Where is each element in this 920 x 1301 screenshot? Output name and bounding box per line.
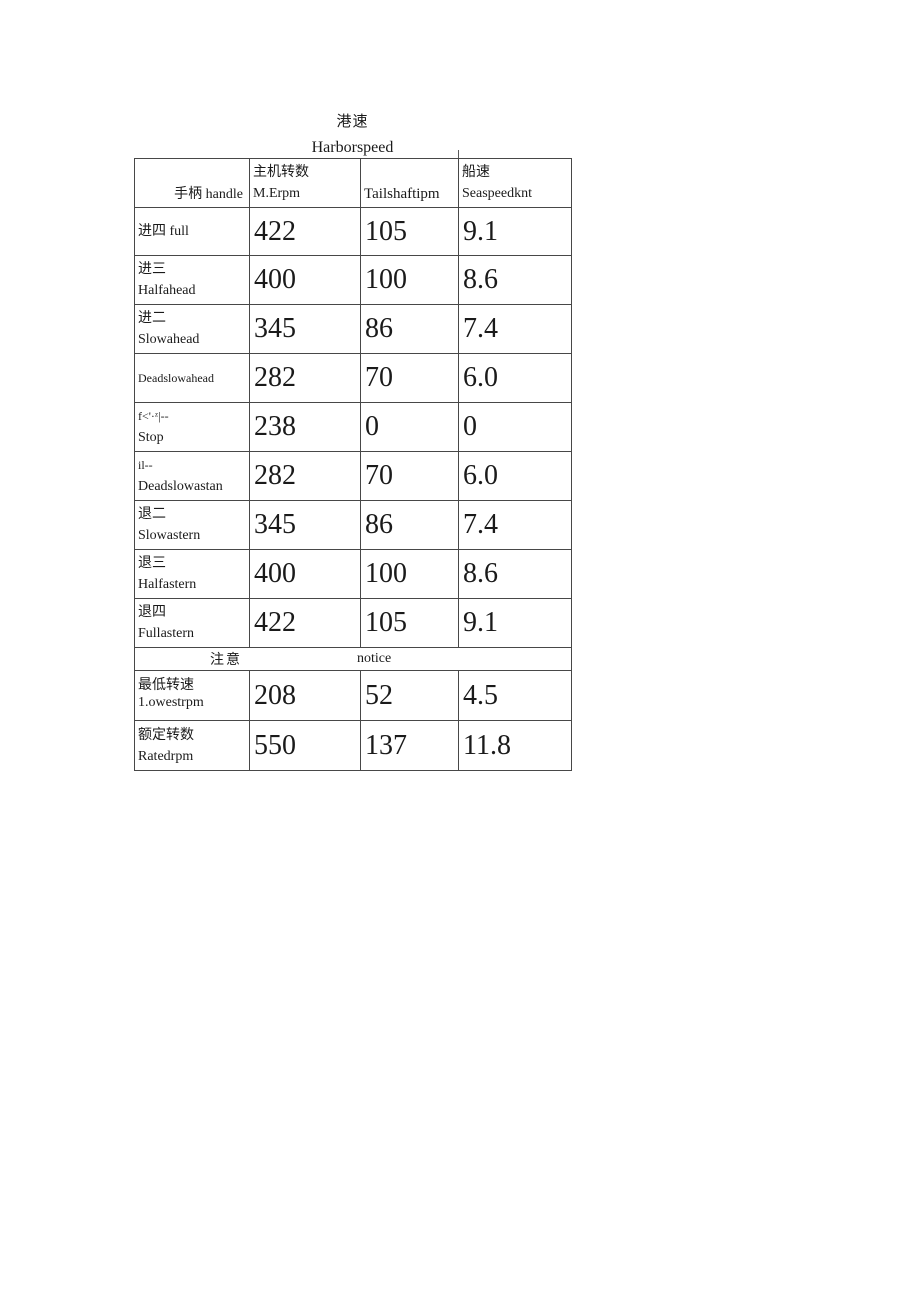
- sea-speed-cell: 8.6: [458, 549, 572, 599]
- table-row: 退二 Slowastern 345 86 7.4: [134, 500, 572, 550]
- sea-speed-cell: 4.5: [458, 670, 572, 721]
- handle-cell: 最低转速 1.owestrpm: [134, 670, 250, 721]
- table-row: 最低转速 1.owestrpm 208 52 4.5: [134, 670, 572, 721]
- table-row: Deadslowahead 282 70 6.0: [134, 353, 572, 403]
- handle-label-line: Deadslowahead: [138, 370, 214, 385]
- header-row: 手柄 handle 主机转数 M.Erpm Tailshaftipm 船速 Se…: [134, 158, 572, 208]
- sea-speed-cell: 0: [458, 402, 572, 452]
- handle-label-line: 进二: [138, 311, 166, 326]
- header-main-engine-rpm-english: M.Erpm: [253, 186, 301, 201]
- handle-label-line: 退三: [138, 556, 166, 571]
- tailshaft-rpm-cell: 52: [360, 670, 459, 721]
- handle-label-line: il--: [138, 458, 153, 472]
- header-tailshaft-rpm-label: Tailshaftipm: [364, 186, 440, 202]
- tailshaft-rpm-cell: 137: [360, 720, 459, 771]
- handle-cell: 进四 full: [134, 207, 250, 256]
- table-row: 退四 Fullastern 422 105 9.1: [134, 598, 572, 648]
- main-engine-rpm-cell: 208: [249, 670, 361, 721]
- harbor-speed-table: 手柄 handle 主机转数 M.Erpm Tailshaftipm 船速 Se…: [134, 158, 572, 771]
- handle-label-line: 1.owestrpm: [138, 695, 204, 710]
- table-title-english: Harborspeed: [311, 139, 394, 156]
- sea-speed-cell: 9.1: [458, 598, 572, 648]
- header-main-engine-rpm-cell: 主机转数 M.Erpm: [249, 158, 361, 208]
- handle-label-line: 额定转数: [138, 727, 194, 743]
- table-title-chinese: 港速: [336, 114, 369, 130]
- header-tailshaft-rpm-cell: Tailshaftipm: [360, 158, 459, 208]
- tailshaft-rpm-cell: 105: [360, 598, 459, 648]
- main-engine-rpm-cell: 345: [249, 304, 361, 354]
- tailshaft-rpm-cell: 86: [360, 500, 459, 550]
- handle-label-line: 退四: [138, 605, 166, 620]
- sea-speed-cell: 8.6: [458, 255, 572, 305]
- main-engine-rpm-cell: 282: [249, 353, 361, 403]
- handle-label-line: Deadslowastan: [138, 479, 223, 494]
- header-sea-speed-cell: 船速 Seaspeedknt: [458, 158, 572, 208]
- main-engine-rpm-cell: 550: [249, 720, 361, 771]
- table-row: 额定转数 Ratedrpm 550 137 11.8: [134, 720, 572, 771]
- sea-speed-cell: 11.8: [458, 720, 572, 771]
- handle-cell: 进三 Halfahead: [134, 255, 250, 305]
- table-row: f<'·ᶻ|-- Stop 238 0 0: [134, 402, 572, 452]
- handle-cell: 退四 Fullastern: [134, 598, 250, 648]
- handle-cell: 退二 Slowastern: [134, 500, 250, 550]
- handle-label-line: Ratedrpm: [138, 748, 194, 764]
- main-engine-rpm-cell: 422: [249, 598, 361, 648]
- main-engine-rpm-cell: 400: [249, 549, 361, 599]
- sea-speed-cell: 7.4: [458, 500, 572, 550]
- table-row: il-- Deadslowastan 282 70 6.0: [134, 451, 572, 501]
- handle-label-line: 最低转速: [138, 678, 194, 693]
- tailshaft-rpm-cell: 86: [360, 304, 459, 354]
- sea-speed-cell: 7.4: [458, 304, 572, 354]
- handle-label-line: Slowastern: [138, 528, 201, 543]
- main-engine-rpm-cell: 400: [249, 255, 361, 305]
- notice-label-english: notice: [357, 651, 392, 666]
- handle-cell: 退三 Halfastern: [134, 549, 250, 599]
- header-handle-label: 手柄 handle: [174, 187, 243, 202]
- notice-row: 注意 notice: [134, 647, 572, 671]
- sea-speed-cell: 6.0: [458, 353, 572, 403]
- sea-speed-cell: 9.1: [458, 207, 572, 256]
- tailshaft-rpm-cell: 100: [360, 549, 459, 599]
- tailshaft-rpm-cell: 70: [360, 353, 459, 403]
- handle-label-line: Halfastern: [138, 577, 197, 592]
- header-sea-speed-english: Seaspeedknt: [462, 186, 532, 201]
- handle-label-line: Stop: [138, 430, 164, 445]
- handle-cell: 进二 Slowahead: [134, 304, 250, 354]
- table-row: 退三 Halfastern 400 100 8.6: [134, 549, 572, 599]
- table-row: 进四 full 422 105 9.1: [134, 207, 572, 256]
- table-row: 进三 Halfahead 400 100 8.6: [134, 255, 572, 305]
- main-engine-rpm-cell: 345: [249, 500, 361, 550]
- handle-cell: il-- Deadslowastan: [134, 451, 250, 501]
- scan-artifact-tick: [458, 150, 459, 158]
- tailshaft-rpm-cell: 70: [360, 451, 459, 501]
- notice-cell: 注意 notice: [134, 647, 572, 671]
- main-engine-rpm-cell: 282: [249, 451, 361, 501]
- header-handle-cell: 手柄 handle: [134, 158, 250, 208]
- header-sea-speed-chinese: 船速: [462, 165, 490, 180]
- header-main-engine-rpm-chinese: 主机转数: [253, 165, 309, 180]
- handle-label-line: Halfahead: [138, 283, 196, 298]
- handle-cell: 额定转数 Ratedrpm: [134, 720, 250, 771]
- main-engine-rpm-cell: 238: [249, 402, 361, 452]
- tailshaft-rpm-cell: 100: [360, 255, 459, 305]
- tailshaft-rpm-cell: 105: [360, 207, 459, 256]
- main-engine-rpm-cell: 422: [249, 207, 361, 256]
- handle-label-line: f<'·ᶻ|--: [138, 409, 169, 423]
- notice-label-chinese: 注意: [210, 653, 242, 668]
- sea-speed-cell: 6.0: [458, 451, 572, 501]
- table-row: 进二 Slowahead 345 86 7.4: [134, 304, 572, 354]
- handle-label-line: 退二: [138, 507, 166, 522]
- handle-label-line: Fullastern: [138, 626, 194, 641]
- handle-label-line: Slowahead: [138, 332, 200, 347]
- handle-label-line: 进三: [138, 262, 166, 277]
- tailshaft-rpm-cell: 0: [360, 402, 459, 452]
- handle-label-line: 进四 full: [138, 224, 189, 239]
- handle-cell: Deadslowahead: [134, 353, 250, 403]
- handle-cell: f<'·ᶻ|-- Stop: [134, 402, 250, 452]
